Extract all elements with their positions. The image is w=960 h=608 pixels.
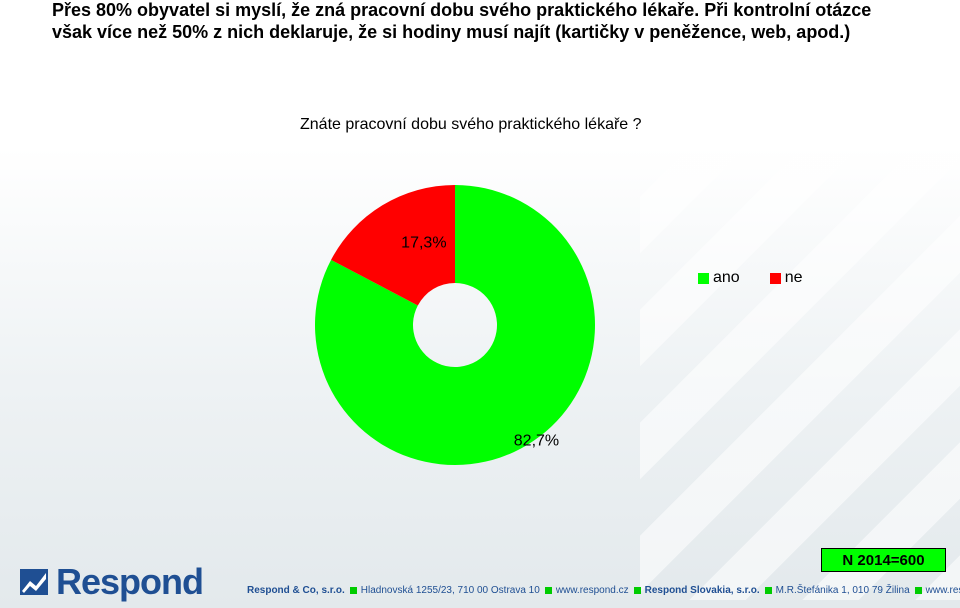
background-rays (640, 140, 960, 600)
chart-logo-icon (20, 569, 48, 595)
donut-label-ano: 82,7% (514, 432, 559, 449)
legend-item-ano: ano (698, 269, 740, 287)
donut-labels: 82,7% 17,3% (401, 235, 559, 450)
footer-web-2[interactable]: www.respond.sk (925, 585, 960, 596)
footer-contacts: Respond & Co, s.r.o. Hladnovská 1255/23,… (247, 585, 960, 596)
footer-address-2: M.R.Štefánika 1, 010 79 Žilina (775, 585, 910, 596)
logo-text: Respond (56, 561, 204, 602)
slide-header: Přes 80% obyvatel si myslí, že zná praco… (0, 0, 960, 46)
donut-slices (315, 185, 595, 465)
legend-item-ne: ne (769, 269, 803, 287)
footer-bullet-icon (764, 587, 772, 594)
donut-chart: 82,7% 17,3% (315, 185, 595, 465)
footer-web-1[interactable]: www.respond.cz (555, 585, 629, 596)
donut-slice-ne (331, 185, 455, 306)
donut-label-ne: 17,3% (401, 235, 446, 252)
footer-bullet-icon (544, 587, 552, 594)
legend-swatch-ne (769, 272, 781, 284)
donut-slice-ano (315, 185, 595, 465)
legend-swatch-ano (698, 272, 709, 284)
footer-bullet-icon (633, 587, 641, 594)
footer-company-2: Respond Slovakia, s.r.o. (644, 585, 760, 596)
respond-logo: Respond (20, 561, 204, 602)
footer-address-1: Hladnovská 1255/23, 710 00 Ostrava 10 (360, 585, 540, 596)
chart-legend: ano ne (698, 269, 833, 287)
header-line-2: však více než 50% z nich deklaruje, že s… (52, 22, 851, 42)
header-line-1: Přes 80% obyvatel si myslí, že zná praco… (52, 0, 872, 20)
sample-size-badge: N 2014=600 (821, 548, 946, 572)
footer-company-1: Respond & Co, s.r.o. (247, 585, 345, 596)
chart-title: Znáte pracovní dobu svého praktického lé… (300, 116, 642, 133)
footer-bullet-icon (349, 587, 357, 594)
footer-bullet-icon (914, 587, 922, 594)
legend-label-ano: ano (713, 269, 740, 286)
legend-label-ne: ne (784, 269, 803, 286)
